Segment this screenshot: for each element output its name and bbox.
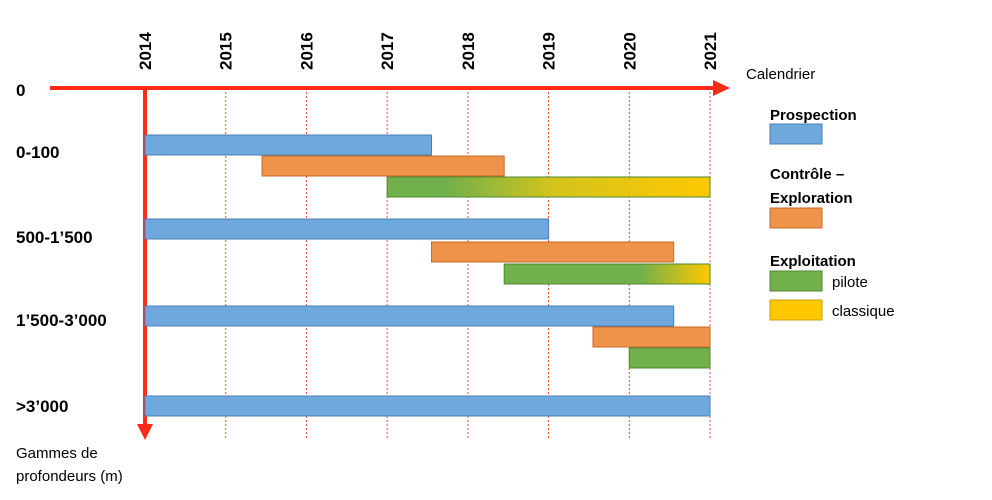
year-labels: 2014 2015 2016 2017 2018 2019 2020 2021 xyxy=(136,32,720,70)
depth-axis-label-line2: profondeurs (m) xyxy=(16,468,123,485)
bar-exploitation-6 xyxy=(503,263,711,285)
time-axis-arrowhead xyxy=(713,80,730,96)
legend-classique-label: classique xyxy=(832,303,895,320)
legend-prospection-label: Prospection xyxy=(770,107,857,124)
year-label-2017: 2017 xyxy=(378,32,397,70)
depth-axis-arrowhead xyxy=(137,424,153,440)
depth-label-500-1500: 500-1’500 xyxy=(16,228,93,247)
year-label-2020: 2020 xyxy=(620,32,639,70)
bar-exploitation-pilote-9 xyxy=(628,347,711,369)
year-label-2014: 2014 xyxy=(136,32,155,70)
year-label-2019: 2019 xyxy=(540,32,559,70)
bar-prospection-1 xyxy=(144,134,433,156)
legend-controle-label-line2: Exploration xyxy=(770,190,853,207)
year-label-2021: 2021 xyxy=(701,32,720,70)
bar-prospection-10 xyxy=(144,395,711,417)
legend-controle-label-line1: Contrôle – xyxy=(770,166,844,183)
legend-prospection-swatch xyxy=(769,123,823,145)
legend-pilote-label: pilote xyxy=(832,274,868,291)
phase-bars xyxy=(144,134,711,417)
depth-axis-label-line1: Gammes de xyxy=(16,445,98,462)
depth-label-zero: 0 xyxy=(16,81,25,100)
time-axis: Calendrier xyxy=(50,66,815,96)
legend-pilote-swatch xyxy=(769,270,823,292)
time-axis-label: Calendrier xyxy=(746,66,815,83)
bar-controle-exploration-8 xyxy=(592,326,711,348)
bar-prospection-7 xyxy=(144,305,675,327)
depth-label-1500-3000: 1’500-3’000 xyxy=(16,311,107,330)
legend: Prospection Contrôle – Exploration Explo… xyxy=(769,107,895,321)
legend-classique-swatch xyxy=(769,299,823,321)
legend-controle-swatch xyxy=(769,207,823,229)
bar-exploitation-3 xyxy=(386,176,711,198)
bar-prospection-4 xyxy=(144,218,550,240)
year-label-2015: 2015 xyxy=(217,32,236,70)
year-label-2018: 2018 xyxy=(459,32,478,70)
bar-controle-exploration-2 xyxy=(261,155,505,177)
depth-label-0-100: 0-100 xyxy=(16,143,59,162)
year-label-2016: 2016 xyxy=(297,32,316,70)
depth-label-over-3000: >3’000 xyxy=(16,397,68,416)
bar-controle-exploration-5 xyxy=(431,241,675,263)
legend-exploitation-label: Exploitation xyxy=(770,253,856,270)
